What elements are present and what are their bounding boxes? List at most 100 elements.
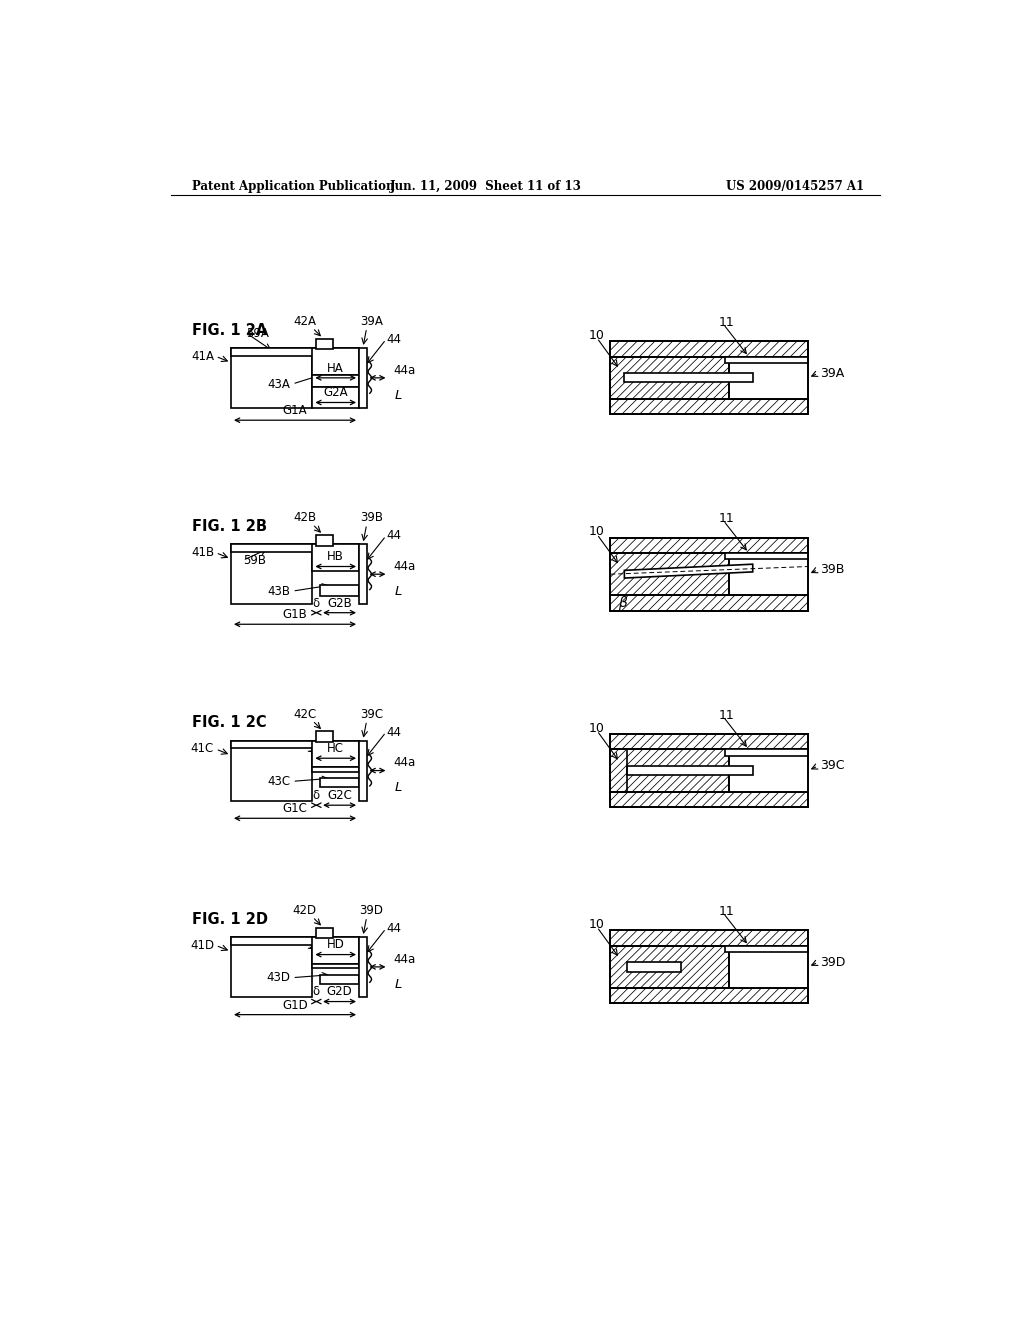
Bar (610, 537, 808, 553)
Bar (231, 544, 359, 552)
Text: 44: 44 (387, 726, 401, 739)
Bar (316, 339, 334, 350)
Text: 39C: 39C (359, 708, 383, 721)
Bar (610, 399, 808, 414)
Bar (359, 544, 367, 605)
Text: 44: 44 (387, 921, 401, 935)
Bar (312, 544, 359, 572)
Text: 43D: 43D (266, 972, 291, 985)
Text: 39A: 39A (359, 314, 383, 327)
Bar (610, 399, 808, 414)
Text: 41D: 41D (189, 939, 214, 952)
Bar (729, 945, 808, 989)
Bar (359, 741, 367, 800)
Text: G2C: G2C (327, 789, 352, 803)
Bar (359, 937, 367, 997)
Text: L: L (394, 388, 402, 401)
Text: 42B: 42B (293, 511, 316, 524)
Text: 39A: 39A (819, 367, 844, 380)
Bar (312, 964, 359, 969)
Text: 41C: 41C (190, 742, 214, 755)
Text: 44: 44 (387, 333, 401, 346)
Text: Jun. 11, 2009  Sheet 11 of 13: Jun. 11, 2009 Sheet 11 of 13 (390, 180, 582, 193)
Text: US 2009/0145257 A1: US 2009/0145257 A1 (726, 180, 864, 193)
Bar (610, 750, 729, 792)
Bar (628, 766, 753, 775)
Text: δ: δ (312, 789, 319, 803)
Bar (610, 989, 808, 1003)
Bar (610, 734, 808, 807)
Bar (231, 348, 312, 408)
Bar (231, 348, 359, 355)
Text: Patent Application Publication: Patent Application Publication (191, 180, 394, 193)
Text: 43C: 43C (267, 775, 291, 788)
Text: 11: 11 (719, 512, 734, 525)
Bar (312, 937, 359, 964)
Text: L: L (394, 978, 402, 991)
Bar (610, 989, 808, 1003)
Bar (321, 974, 359, 983)
Text: 44: 44 (387, 529, 401, 543)
Bar (312, 741, 359, 767)
Bar (725, 553, 808, 560)
Bar (231, 937, 312, 997)
Text: HB: HB (328, 550, 344, 564)
Text: 10: 10 (589, 917, 605, 931)
Text: 11: 11 (719, 709, 734, 722)
Bar (231, 741, 359, 748)
Text: 11: 11 (719, 906, 734, 917)
Bar (231, 544, 312, 605)
Text: FIG. 1 2C: FIG. 1 2C (191, 715, 266, 730)
Text: 39D: 39D (359, 904, 383, 917)
Bar (610, 945, 729, 989)
Bar (610, 945, 729, 989)
Bar (610, 931, 808, 945)
Bar (610, 931, 808, 1003)
Text: 39B: 39B (819, 564, 844, 576)
Text: 42C: 42C (293, 708, 316, 721)
Bar (725, 356, 808, 363)
Bar (610, 734, 808, 750)
Bar (316, 928, 334, 939)
Text: HA: HA (328, 362, 344, 375)
Bar (312, 348, 359, 375)
Text: 44a: 44a (393, 756, 416, 770)
Text: β: β (617, 597, 627, 610)
Text: 44a: 44a (393, 560, 416, 573)
Bar (231, 741, 312, 800)
Text: 41B: 41B (190, 546, 214, 560)
Text: 39D: 39D (819, 956, 845, 969)
Text: 39B: 39B (359, 511, 383, 524)
Text: HC: HC (328, 742, 344, 755)
Bar (316, 731, 334, 742)
Bar (610, 792, 808, 807)
Text: 10: 10 (589, 329, 605, 342)
Text: δ: δ (312, 986, 319, 998)
Text: 42A: 42A (293, 314, 316, 327)
Text: 59D: 59D (306, 939, 331, 952)
Bar (610, 342, 808, 356)
Text: 44a: 44a (393, 363, 416, 376)
Text: HD: HD (327, 939, 345, 952)
Polygon shape (625, 564, 753, 578)
Bar (729, 553, 808, 595)
Bar (610, 792, 808, 807)
Bar (316, 535, 334, 545)
Text: FIG. 1 2D: FIG. 1 2D (191, 912, 267, 927)
Bar (610, 595, 808, 611)
Bar (625, 374, 753, 383)
Bar (610, 553, 729, 595)
Text: G2B: G2B (328, 597, 352, 610)
Bar (312, 387, 359, 408)
Bar (231, 937, 359, 945)
Text: 39C: 39C (819, 759, 844, 772)
Text: FIG. 1 2B: FIG. 1 2B (191, 519, 266, 535)
Bar (610, 595, 808, 611)
Text: L: L (394, 585, 402, 598)
Text: 59B: 59B (243, 554, 265, 566)
Bar (729, 750, 808, 792)
Bar (610, 342, 808, 356)
Bar (321, 585, 359, 595)
Text: 10: 10 (589, 722, 605, 735)
Text: FIG. 1 2A: FIG. 1 2A (191, 322, 267, 338)
